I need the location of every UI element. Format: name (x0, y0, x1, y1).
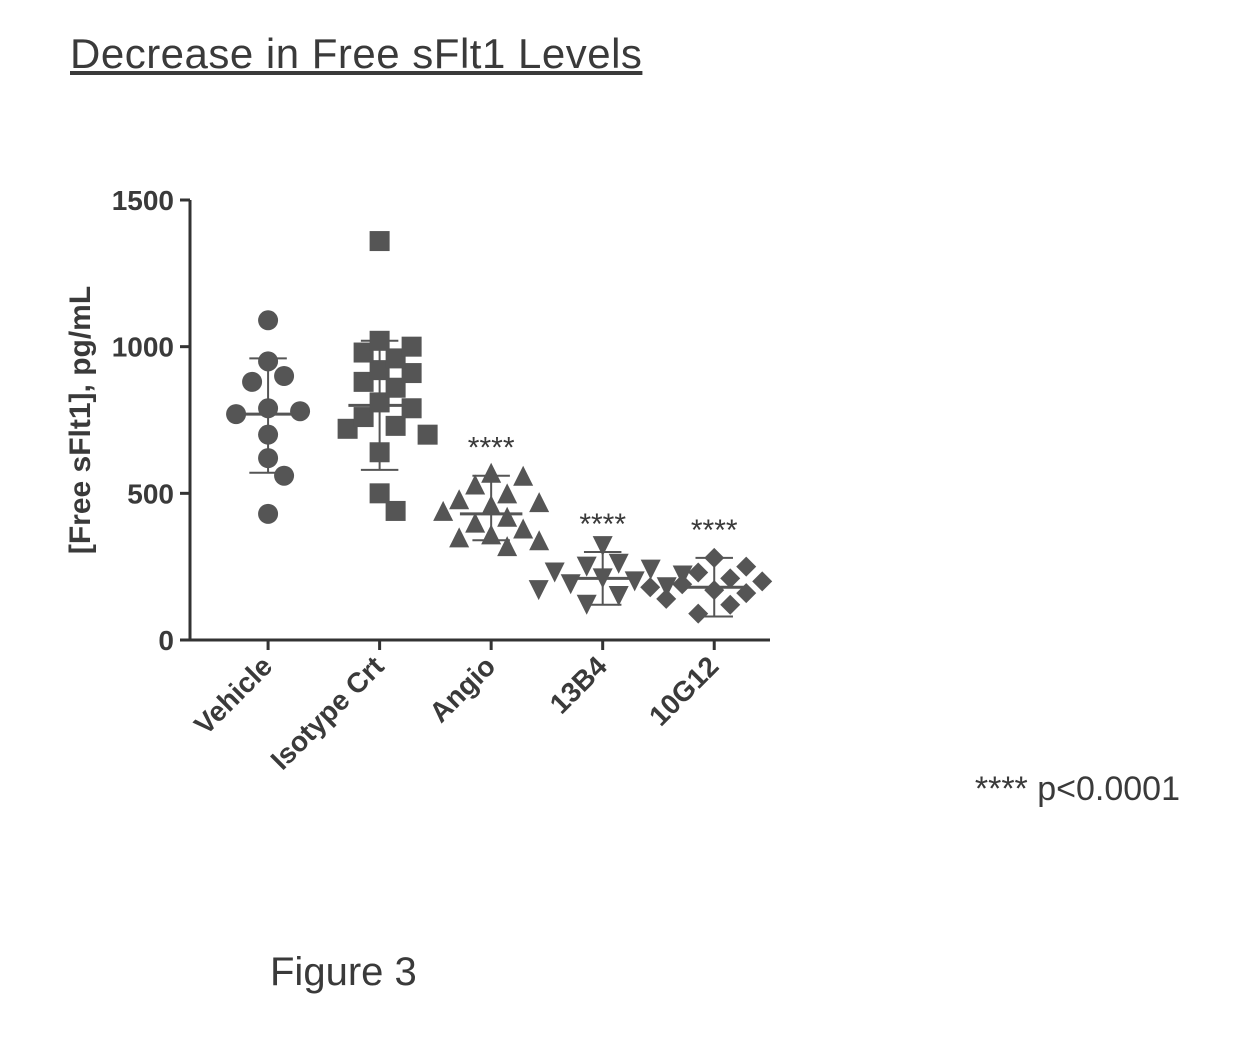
data-point (497, 507, 517, 527)
data-point (641, 560, 661, 580)
data-point (258, 425, 278, 445)
data-point (736, 557, 756, 577)
category-label: 13B4 (544, 650, 614, 720)
data-point (609, 586, 629, 606)
data-point (402, 398, 422, 418)
data-point (370, 442, 390, 462)
data-point (561, 574, 581, 594)
data-point (258, 310, 278, 330)
significance-note: **** p<0.0001 (975, 770, 1180, 809)
data-point (290, 401, 310, 421)
data-point (577, 557, 597, 577)
data-point (433, 501, 453, 521)
data-point (274, 366, 294, 386)
data-point (370, 231, 390, 251)
data-point (465, 513, 485, 533)
data-point (481, 463, 501, 483)
y-tick-label: 1000 (112, 332, 174, 363)
data-point (497, 483, 517, 503)
data-point (242, 372, 262, 392)
data-point (226, 404, 246, 424)
data-point (274, 466, 294, 486)
y-tick-label: 500 (127, 478, 174, 509)
significance-stars: **** (468, 432, 515, 465)
data-point (704, 548, 724, 568)
figure-label: Figure 3 (270, 950, 417, 995)
page-title: Decrease in Free sFlt1 Levels (70, 30, 642, 78)
data-point (513, 519, 533, 539)
data-point (609, 554, 629, 574)
data-point (529, 530, 549, 550)
data-point (449, 527, 469, 547)
data-point (386, 416, 406, 436)
data-point (449, 489, 469, 509)
category-label: Vehicle (188, 650, 278, 740)
chart-container: 0 500 1000 1500 [Free sFlt1], pg/mL VehicleIs… (60, 180, 840, 800)
data-point (370, 331, 390, 351)
data-point (258, 504, 278, 524)
data-point (258, 398, 278, 418)
data-point (720, 568, 740, 588)
data-point (513, 466, 533, 486)
data-point (481, 495, 501, 515)
data-point (258, 351, 278, 371)
data-point (688, 604, 708, 624)
data-point (402, 337, 422, 357)
significance-stars: **** (691, 514, 738, 547)
data-point (481, 524, 501, 544)
data-point (529, 580, 549, 600)
data-point (545, 563, 565, 583)
data-point (370, 483, 390, 503)
data-point (465, 475, 485, 495)
data-point (497, 536, 517, 556)
data-point (258, 448, 278, 468)
category-label: Angio (423, 650, 501, 728)
y-axis-label: [Free sFlt1], pg/mL (64, 286, 97, 554)
dot-plot-chart: 0 500 1000 1500 [Free sFlt1], pg/mL VehicleIs… (60, 180, 840, 800)
data-point (386, 501, 406, 521)
category-label: Isotype Crt (265, 650, 390, 775)
category-label: 10G12 (643, 650, 724, 731)
data-point (720, 595, 740, 615)
data-point (656, 589, 676, 609)
data-point (704, 580, 724, 600)
data-point (752, 571, 772, 591)
data-point (640, 577, 660, 597)
y-tick-label: 0 (158, 625, 174, 656)
significance-stars: **** (579, 508, 626, 541)
data-point (529, 492, 549, 512)
y-tick-label: 1500 (112, 185, 174, 216)
data-point (418, 425, 438, 445)
